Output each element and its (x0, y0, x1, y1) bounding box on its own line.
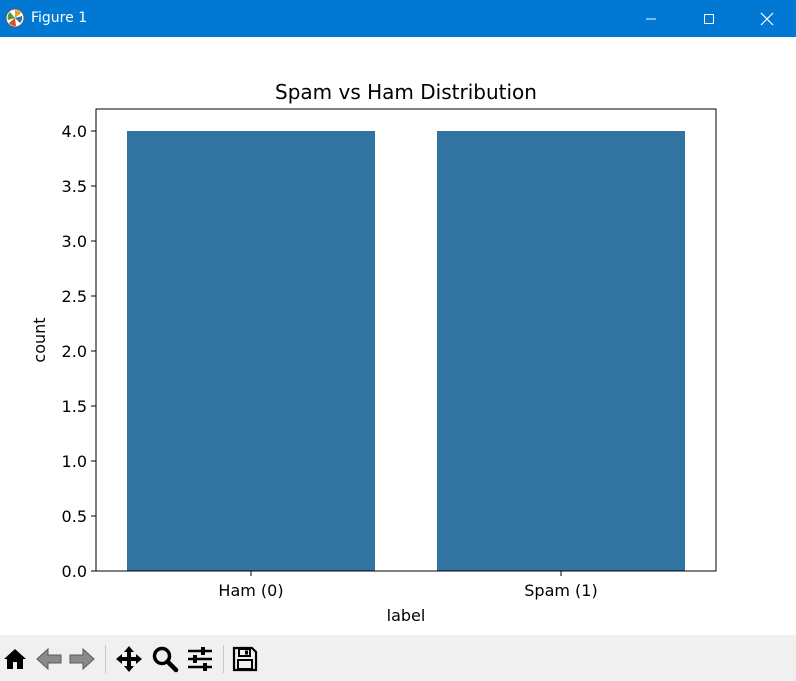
bar-1 (437, 131, 685, 571)
y-tick-label: 3.5 (62, 177, 87, 196)
minimize-icon (646, 18, 656, 19)
sliders-icon (188, 647, 212, 671)
forward-button[interactable] (67, 644, 97, 674)
y-tick-label: 1.5 (62, 397, 87, 416)
chart-title: Spam vs Ham Distribution (275, 80, 537, 104)
navigation-toolbar (0, 635, 796, 681)
zoom-icon (152, 646, 179, 673)
y-tick-label: 4.0 (62, 122, 87, 141)
bar-chart: Spam vs Ham Distribution 0.0 0.5 1.0 1.5 2.0… (30, 80, 717, 625)
y-tick-label: 2.5 (62, 287, 87, 306)
save-icon (232, 646, 258, 672)
move-icon (116, 646, 142, 672)
y-tick-label: 0.5 (62, 507, 87, 526)
minimize-button[interactable] (622, 0, 680, 37)
y-axis-label: count (30, 317, 49, 362)
matplotlib-app-icon (5, 8, 25, 28)
save-button[interactable] (230, 644, 260, 674)
configure-subplots-button[interactable] (185, 644, 215, 674)
y-tick-label: 2.0 (62, 342, 87, 361)
forward-arrow-icon (69, 647, 95, 671)
figure-canvas[interactable]: Spam vs Ham Distribution 0.0 0.5 1.0 1.5 2.0… (0, 37, 796, 635)
home-button[interactable] (0, 644, 30, 674)
toolbar-separator (105, 645, 106, 673)
maximize-button[interactable] (680, 0, 738, 37)
maximize-icon (704, 13, 714, 24)
y-tick-label: 1.0 (62, 452, 87, 471)
axes-frame (95, 108, 717, 572)
pan-button[interactable] (114, 644, 144, 674)
close-button[interactable] (738, 0, 796, 37)
x-tick-label: Ham (0) (218, 581, 283, 600)
zoom-button[interactable] (150, 644, 180, 674)
bar-0 (127, 131, 375, 571)
back-button[interactable] (34, 644, 64, 674)
y-tick-label: 0.0 (62, 562, 87, 581)
y-tick-label: 3.0 (62, 232, 87, 251)
x-axis-label: label (387, 606, 426, 625)
back-arrow-icon (36, 647, 62, 671)
home-icon (4, 649, 26, 669)
title-bar[interactable]: Figure 1 (0, 0, 796, 37)
x-tick-label: Spam (1) (524, 581, 597, 600)
window-title: Figure 1 (31, 10, 88, 26)
close-icon (760, 12, 774, 25)
toolbar-separator (223, 645, 224, 673)
